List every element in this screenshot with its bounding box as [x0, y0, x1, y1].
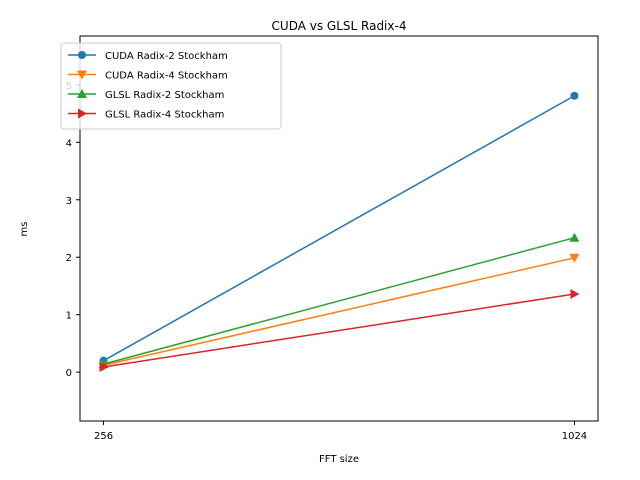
y-tick-label: 3 [66, 196, 72, 207]
series-3 [99, 289, 580, 372]
legend-label: GLSL Radix-4 Stockham [105, 110, 224, 121]
y-tick-label: 2 [66, 253, 72, 264]
data-point [570, 91, 579, 100]
x-axis-label: FFT size [319, 454, 359, 465]
legend-item: GLSL Radix-4 Stockham [68, 108, 224, 121]
data-point [569, 253, 580, 263]
y-tick-label: 0 [66, 368, 72, 379]
series-line [103, 257, 575, 366]
legend-item: CUDA Radix-2 Stockham [68, 51, 228, 62]
y-tick-label: 1 [66, 311, 72, 322]
legend-marker [77, 89, 87, 98]
series-1 [98, 253, 580, 371]
legend-item: CUDA Radix-4 Stockham [68, 70, 228, 82]
legend-marker [77, 70, 87, 80]
series-line [103, 293, 575, 368]
legend-label: CUDA Radix-2 Stockham [105, 51, 228, 62]
series-0 [99, 91, 579, 365]
series-2 [98, 232, 580, 369]
series-line [103, 95, 575, 362]
legend-marker [78, 51, 86, 59]
legend: CUDA Radix-2 Stockham CUDA Radix-4 Stockh… [60, 42, 282, 130]
series-line [103, 236, 575, 365]
y-axis-label: ms [19, 222, 30, 237]
legend-label: GLSL Radix-2 Stockham [105, 90, 224, 101]
legend-box [60, 42, 282, 130]
axes-frame [79, 35, 599, 422]
x-tick-label: 1024 [562, 431, 587, 442]
y-tick-label: 4 [66, 138, 72, 149]
x-axis: 256 1024 [94, 421, 587, 442]
legend-item: GLSL Radix-2 Stockham [68, 89, 224, 101]
data-point [569, 232, 580, 242]
legend-marker [78, 108, 87, 119]
x-tick-label: 256 [94, 431, 113, 442]
plot-area [98, 91, 580, 372]
data-point [99, 361, 109, 372]
legend-label: CUDA Radix-4 Stockham [105, 71, 228, 82]
chart-title: CUDA vs GLSL Radix-4 [272, 19, 407, 33]
data-point [570, 289, 580, 300]
